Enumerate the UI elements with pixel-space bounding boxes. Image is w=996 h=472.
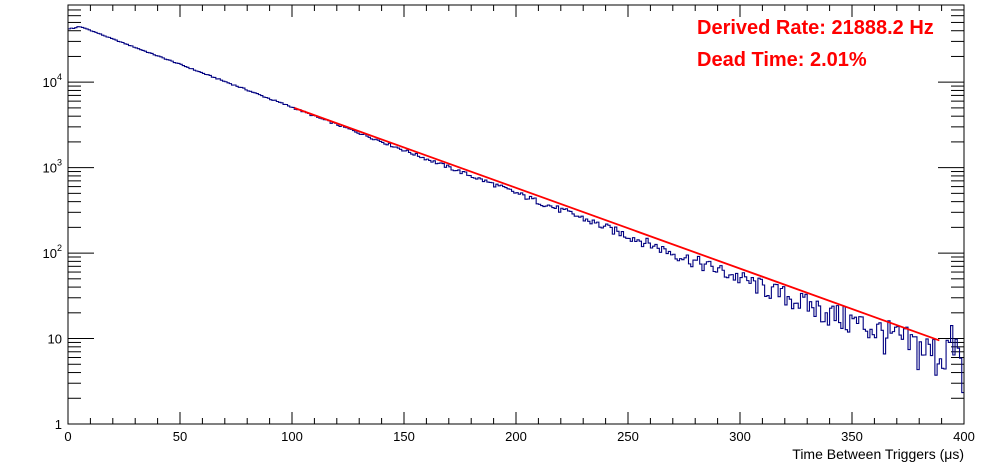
x-tick-label: 250 bbox=[617, 429, 639, 444]
x-tick-label: 50 bbox=[173, 429, 187, 444]
x-tick-label: 150 bbox=[393, 429, 415, 444]
series-layer bbox=[68, 26, 964, 394]
plot-frame bbox=[67, 4, 965, 425]
dead-time-annotation: Dead Time: 2.01% bbox=[697, 49, 867, 71]
x-tick-label: 300 bbox=[729, 429, 751, 444]
y-tick-label: 104 bbox=[43, 72, 62, 90]
y-tick-label: 10 bbox=[48, 332, 62, 347]
x-tick-label: 350 bbox=[841, 429, 863, 444]
y-tick-label: 103 bbox=[43, 158, 62, 176]
x-tick-label: 0 bbox=[64, 429, 71, 444]
y-tick-label: 1 bbox=[55, 417, 62, 432]
derived-rate-annotation: Derived Rate: 21888.2 Hz bbox=[697, 17, 934, 39]
tick-labels: 0 50 100 150 200 250 300 350 400 1 10 102 103 104 bbox=[43, 72, 975, 444]
x-axis-label: Time Between Triggers (μs) bbox=[792, 446, 964, 462]
histogram-line bbox=[68, 26, 964, 394]
y-tick-label: 102 bbox=[43, 243, 62, 261]
x-tick-label: 200 bbox=[505, 429, 527, 444]
x-tick-label: 400 bbox=[953, 429, 975, 444]
fit-line bbox=[293, 107, 940, 342]
x-tick-label: 100 bbox=[281, 429, 303, 444]
